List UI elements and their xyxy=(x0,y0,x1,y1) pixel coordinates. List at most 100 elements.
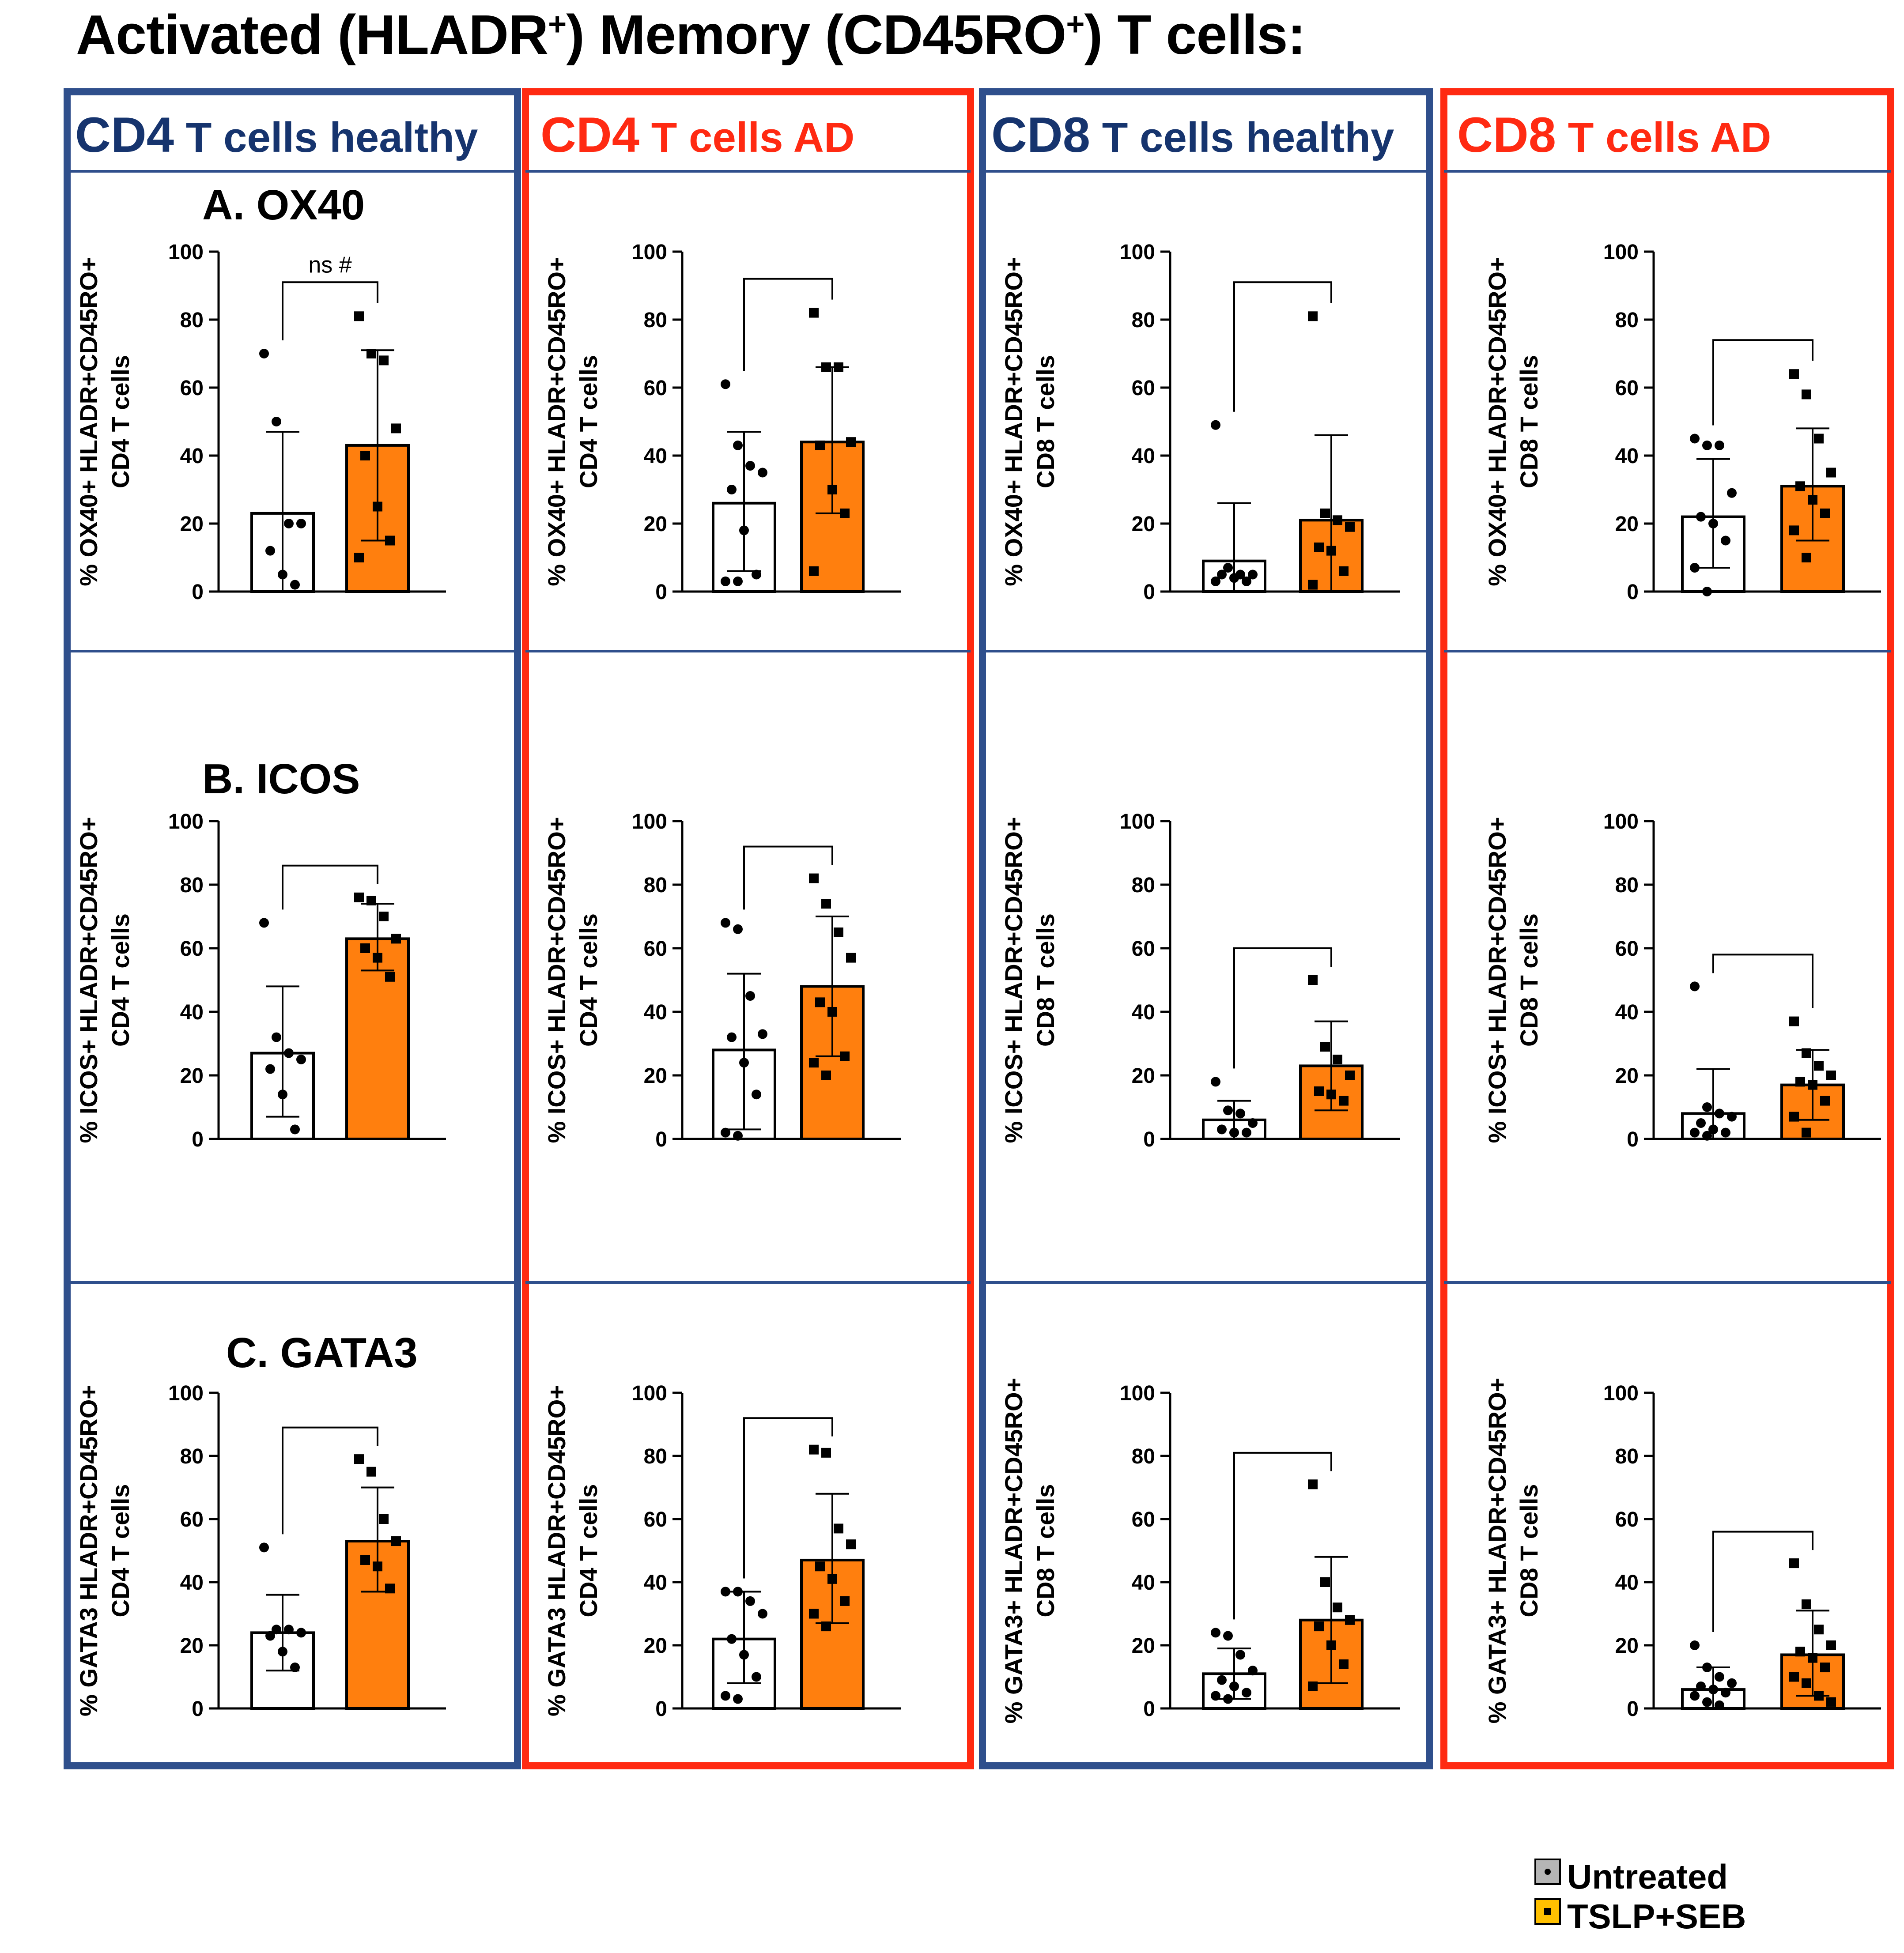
data-point-untreated xyxy=(1690,1691,1700,1701)
data-point-untreated xyxy=(1727,1678,1737,1688)
data-point-untreated xyxy=(758,1609,767,1619)
data-point-untreated xyxy=(745,461,755,471)
chart-plot-area: 0 20 40 60 80 100 % GATA3 HLADR+CD45RO+ CD4 T c… xyxy=(75,1382,446,1721)
significance-bracket xyxy=(1712,339,1813,426)
chart-gata3-cd8-ad: 0 20 40 60 80 100 % GATA3+ HLADR+CD45RO+ CD8 T … xyxy=(1483,1378,1881,1723)
y-tick-label: 80 xyxy=(1615,309,1639,332)
data-point-untreated xyxy=(272,417,281,426)
y-tick-label: 0 xyxy=(1627,1128,1639,1151)
data-point-treated xyxy=(1826,1640,1836,1650)
y-tick-label: 60 xyxy=(180,937,204,961)
data-point-untreated xyxy=(739,1650,749,1660)
data-point-treated xyxy=(809,1058,819,1068)
title-part: Activated (HLADR xyxy=(76,4,548,66)
data-point-untreated xyxy=(1721,535,1730,546)
data-point-untreated xyxy=(265,1631,275,1641)
legend-label-untreated: Untreated xyxy=(1567,1857,1728,1896)
chart-ox40-cd4-healthy: 0 20 40 60 80 100 % OX40+ HLADR+CD45RO+ CD4 T c… xyxy=(75,241,446,604)
chart-plot-area: 0 20 40 60 80 100 % GATA3 HLADR+CD45RO+ CD4 T c… xyxy=(543,1382,901,1721)
data-point-untreated xyxy=(727,1032,737,1042)
significance-bracket xyxy=(282,281,378,340)
frame-cd8-healthy xyxy=(979,88,1433,1769)
bar-tslp-seb xyxy=(345,937,410,1140)
y-tick-label: 20 xyxy=(1132,513,1155,536)
y-axis-label: CD4 T cells xyxy=(574,1484,602,1617)
y-tick-label: 100 xyxy=(168,1382,204,1405)
y-tick-label: 80 xyxy=(1132,309,1155,332)
data-point-treated xyxy=(1326,546,1336,556)
data-point-untreated xyxy=(259,349,269,358)
data-point-untreated xyxy=(1727,1112,1737,1122)
data-point-untreated xyxy=(1211,576,1220,586)
y-tick-label: 60 xyxy=(644,377,667,400)
data-point-treated xyxy=(821,1621,831,1632)
data-point-treated xyxy=(815,997,825,1007)
data-point-untreated xyxy=(1248,569,1258,580)
significance-bracket xyxy=(282,864,378,910)
data-point-treated xyxy=(1789,1672,1799,1682)
data-point-treated xyxy=(360,451,370,460)
y-tick-label: 100 xyxy=(1603,1382,1639,1405)
y-tick-label: 60 xyxy=(644,937,667,961)
data-point-treated xyxy=(1820,1663,1830,1673)
data-point-treated xyxy=(1308,1681,1318,1691)
header-label: T cells healthy xyxy=(174,114,478,161)
data-point-untreated xyxy=(758,1029,767,1039)
data-point-treated xyxy=(1320,1577,1330,1587)
data-point-treated xyxy=(1802,1048,1811,1058)
significance-annotation: ns # xyxy=(308,252,351,278)
chart-gata3-cd8-healthy: 0 20 40 60 80 100 % GATA3+ HLADR+CD45RO+ CD8 T … xyxy=(1000,1378,1400,1723)
data-point-untreated xyxy=(1242,1688,1251,1698)
significance-bracket xyxy=(1712,1531,1813,1632)
data-point-treated xyxy=(1814,1691,1824,1701)
data-point-treated xyxy=(1802,553,1811,562)
data-point-treated xyxy=(1802,1599,1811,1610)
data-point-treated xyxy=(1314,542,1324,552)
data-point-untreated xyxy=(284,1048,294,1058)
legend-swatch-treated xyxy=(1534,1898,1561,1925)
data-point-untreated xyxy=(1708,1685,1718,1695)
data-point-treated xyxy=(1339,566,1349,576)
chart-plot-area: 0 20 40 60 80 100 % GATA3+ HLADR+CD45RO+ CD8 T … xyxy=(1483,1378,1881,1723)
data-point-treated xyxy=(827,1007,837,1017)
y-axis-label: % OX40+ HLADR+CD45RO+ xyxy=(543,257,570,586)
header-label: T cells AD xyxy=(1556,114,1772,161)
data-point-treated xyxy=(1820,1096,1830,1106)
data-point-treated xyxy=(1345,1615,1355,1625)
data-point-untreated xyxy=(752,569,761,580)
data-point-treated xyxy=(827,1574,837,1584)
data-point-treated xyxy=(1789,369,1799,379)
y-tick-label: 40 xyxy=(644,1001,667,1024)
data-point-treated xyxy=(1814,1061,1824,1071)
y-axis-label: CD8 T cells xyxy=(1515,913,1543,1047)
circle-marker-icon xyxy=(1545,1869,1551,1875)
data-point-untreated xyxy=(265,1064,275,1074)
y-axis-label: % OX40+ HLADR+CD45RO+ xyxy=(1000,257,1028,586)
data-point-untreated xyxy=(1242,576,1251,586)
y-tick-label: 20 xyxy=(180,513,204,536)
data-point-untreated xyxy=(1229,1127,1239,1138)
data-point-treated xyxy=(1314,1621,1324,1632)
y-axis-label: % GATA3 HLADR+CD45RO+ xyxy=(75,1385,102,1716)
data-point-treated xyxy=(1789,1558,1799,1568)
data-point-treated xyxy=(385,972,395,982)
data-point-untreated xyxy=(733,1131,743,1141)
data-point-treated xyxy=(354,311,364,321)
chart-icos-cd8-healthy: 0 20 40 60 80 100 % ICOS+ HLADR+CD45RO+ CD8 T c… xyxy=(1000,810,1400,1151)
data-point-untreated xyxy=(1217,569,1227,580)
chart-plot-area: 0 20 40 60 80 100 % OX40+ HLADR+CD45RO+ CD4 T c… xyxy=(75,241,446,604)
row-label-icos: B. ICOS xyxy=(202,755,360,803)
y-tick-label: 40 xyxy=(180,445,204,468)
data-point-treated xyxy=(815,1561,825,1572)
data-point-treated xyxy=(834,362,843,372)
y-tick-label: 40 xyxy=(180,1571,204,1595)
data-point-untreated xyxy=(1696,512,1706,522)
y-axis-label: CD8 T cells xyxy=(1031,1484,1059,1617)
data-point-treated xyxy=(360,943,370,953)
y-tick-label: 100 xyxy=(168,810,204,833)
y-axis-label: % GATA3 HLADR+CD45RO+ xyxy=(543,1385,570,1716)
y-tick-label: 80 xyxy=(644,309,667,332)
data-point-untreated xyxy=(1702,1131,1712,1141)
data-point-untreated xyxy=(1248,1118,1258,1128)
